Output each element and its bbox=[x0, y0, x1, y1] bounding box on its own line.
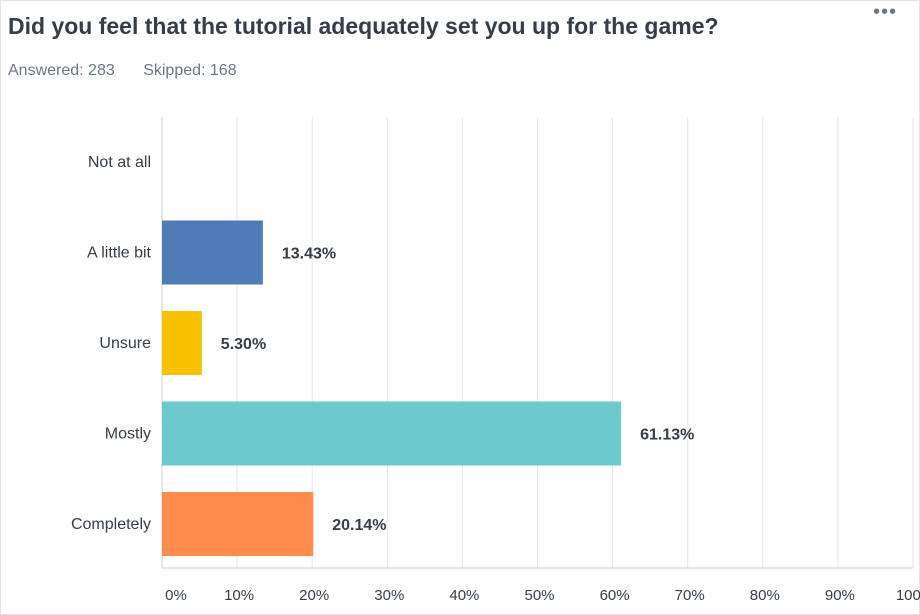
x-tick-label: 80% bbox=[750, 587, 780, 604]
category-label: Unsure bbox=[99, 335, 151, 352]
x-tick-label: 10% bbox=[224, 587, 254, 604]
x-tick-label: 40% bbox=[449, 587, 479, 604]
ellipsis-icon[interactable]: ••• bbox=[872, 1, 897, 23]
x-tick-label: 100% bbox=[896, 587, 920, 604]
x-tick-label: 50% bbox=[524, 587, 554, 604]
x-tick-label: 30% bbox=[374, 587, 404, 604]
value-label: 20.14% bbox=[332, 517, 386, 534]
bar bbox=[162, 311, 202, 375]
answered-count: Answered: 283 bbox=[8, 62, 115, 79]
bar bbox=[162, 220, 263, 285]
value-label: 61.13% bbox=[640, 427, 694, 444]
response-stats: Answered: 283 Skipped: 168 bbox=[8, 62, 237, 80]
x-tick-label: 70% bbox=[675, 587, 705, 604]
x-tick-label: 90% bbox=[825, 587, 855, 604]
x-tick-label: 60% bbox=[600, 587, 630, 604]
bar bbox=[162, 401, 622, 466]
x-tick-label: 20% bbox=[299, 587, 329, 604]
bar bbox=[162, 492, 314, 556]
category-label: Mostly bbox=[105, 426, 151, 443]
skipped-count: Skipped: 168 bbox=[143, 62, 237, 79]
x-tick-label: 0% bbox=[165, 587, 187, 604]
category-label: Not at all bbox=[88, 154, 151, 171]
value-label: 13.43% bbox=[282, 246, 336, 263]
question-title: Did you feel that the tutorial adequatel… bbox=[8, 13, 719, 39]
category-label: Completely bbox=[71, 516, 151, 533]
category-label: A little bit bbox=[87, 245, 152, 262]
value-label: 5.30% bbox=[221, 336, 266, 353]
